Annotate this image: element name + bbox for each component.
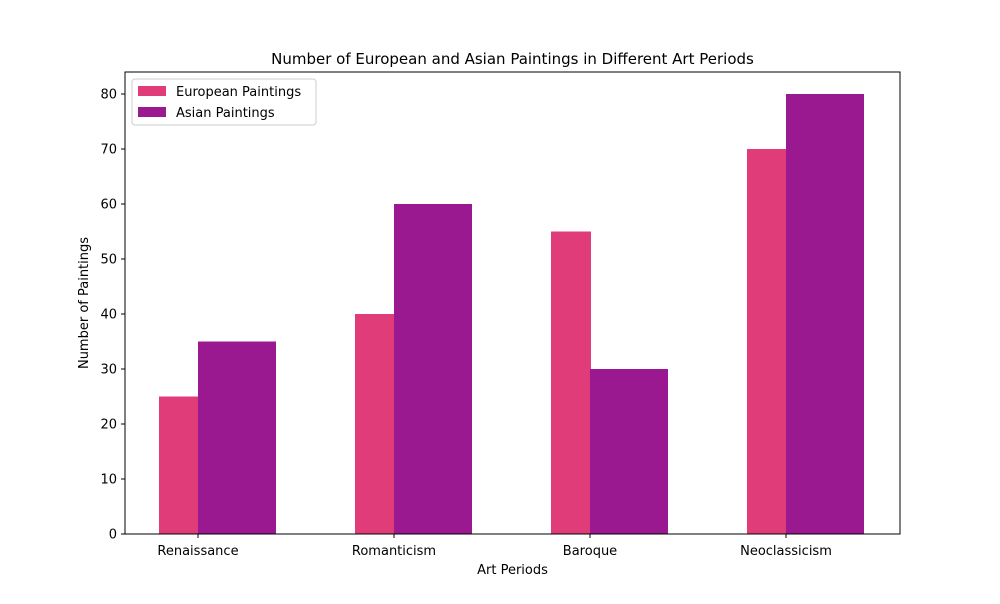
plot-frame (124, 71, 901, 535)
y-tick-label: 0 (109, 528, 117, 543)
y-tick-label: 70 (100, 143, 117, 158)
x-axis-title: Art Periods (477, 563, 548, 578)
y-tick-label: 60 (100, 198, 117, 213)
bar-asian-renaissance (198, 341, 276, 534)
legend-label: European Paintings (176, 85, 301, 100)
bar-european-romanticism (355, 314, 395, 534)
y-axis-title: Number of Paintings (77, 237, 92, 369)
x-tick-label: Baroque (563, 544, 617, 559)
y-tick-label: 30 (100, 363, 117, 378)
y-tick-label: 20 (100, 418, 117, 433)
plot-area: Renaissance Romanticism Baroque Neoclassici… (100, 71, 901, 559)
y-tick-label: 40 (100, 308, 117, 323)
y-tick-label: 80 (100, 88, 117, 103)
bar-european-baroque (551, 231, 591, 534)
legend-swatch (138, 86, 166, 96)
chart-title: Number of European and Asian Paintings i… (271, 50, 754, 68)
y-tick-label: 10 (100, 473, 117, 488)
x-tick-label: Romanticism (352, 544, 436, 559)
legend-label: Asian Paintings (176, 106, 275, 121)
bar-european-neoclassicism (747, 149, 787, 534)
legend-swatch (138, 107, 166, 117)
legend: European Paintings Asian Paintings (131, 78, 317, 126)
x-tick-label: Neoclassicism (740, 544, 832, 559)
bar-asian-romanticism (394, 204, 472, 534)
bar-european-renaissance (159, 396, 199, 534)
bar-asian-baroque (590, 369, 668, 534)
legend-box (131, 78, 317, 126)
x-tick-label: Renaissance (157, 544, 238, 559)
y-tick-label: 50 (100, 253, 117, 268)
bar-asian-neoclassicism (786, 94, 864, 534)
